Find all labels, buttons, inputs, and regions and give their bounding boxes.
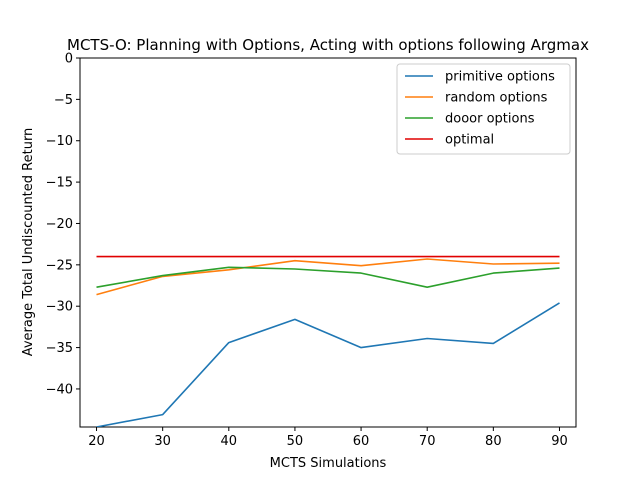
series-layer [96,255,560,427]
x-tick-label: 60 [353,434,370,449]
y-tick-label: −15 [46,176,73,191]
axes-frame [79,57,577,428]
x-axis-label: MCTS Simulations [270,456,387,471]
chart-title: MCTS-O: Planning with Options, Acting wi… [67,36,589,54]
y-axis-ticks: 0 −5 −10 −15 −20 −25 −30 −35 −40 [46,52,80,397]
x-tick-label: 50 [287,434,304,449]
x-tick-label: 20 [88,434,105,449]
legend-box [396,63,571,155]
legend: primitive options random options dooor opt… [396,63,571,155]
x-axis-ticks: 20 30 40 50 60 70 80 90 [88,427,568,449]
y-tick-label: −10 [46,134,73,149]
series-line-primitive-options [96,302,560,427]
legend-label: optimal [445,133,494,148]
x-tick-label: 30 [154,434,171,449]
y-tick-label: −35 [46,341,73,356]
plot-area: 20 30 40 50 60 70 80 90 0 −5 −10 −15 −20 −25 −30 −35 −4… [46,52,577,449]
y-tick-label: −30 [46,300,73,315]
x-tick-label: 90 [551,434,568,449]
legend-label: primitive options [445,70,555,85]
series-line-random-options [96,258,560,296]
x-tick-label: 70 [419,434,436,449]
y-axis-label: Average Total Undiscounted Return [21,128,36,357]
y-tick-label: −25 [46,258,73,273]
series-line-dooor-options [96,266,560,289]
y-tick-label: −40 [46,382,73,397]
x-tick-label: 40 [221,434,238,449]
y-tick-label: −5 [54,93,73,108]
legend-label: dooor options [445,112,535,127]
x-tick-label: 80 [485,434,502,449]
legend-label: random options [445,91,548,106]
y-tick-label: −20 [46,217,73,232]
y-tick-label: 0 [65,52,73,67]
